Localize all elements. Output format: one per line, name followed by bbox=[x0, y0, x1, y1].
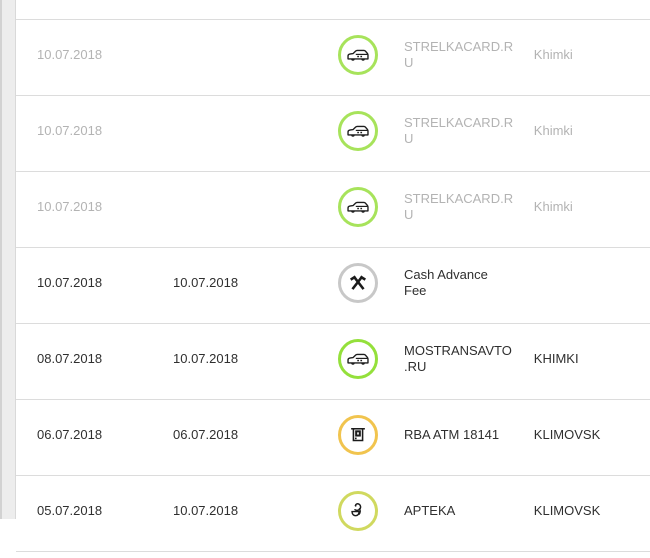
transaction-city: Khimki bbox=[533, 199, 573, 214]
merchant-category-icon bbox=[338, 262, 378, 303]
posting-date: 10.07.2018 bbox=[173, 351, 239, 366]
merchant-category-icon bbox=[338, 414, 378, 455]
transaction-city: Khimki bbox=[533, 123, 573, 138]
transaction-row[interactable]: 10.07.2018 10.07.2018 Cash Advance Fee bbox=[16, 248, 650, 324]
merchant-name: STRELKACARD.RU bbox=[404, 190, 514, 222]
transaction-row[interactable]: 08.07.2018 10.07.2018 MOSTRANSAVTO.RU KH… bbox=[16, 324, 650, 400]
transaction-city: KLIMOVSK bbox=[533, 427, 601, 442]
merchant-category-icon bbox=[338, 490, 378, 531]
previous-row-edge bbox=[16, 0, 650, 20]
transaction-date: 05.07.2018 bbox=[37, 503, 103, 518]
transaction-city: KHIMKI bbox=[533, 351, 579, 366]
transaction-date: 06.07.2018 bbox=[37, 427, 103, 442]
merchant-name: RBA ATM 18141 bbox=[404, 426, 500, 442]
merchant-name: Cash Advance Fee bbox=[404, 266, 488, 298]
atm-icon bbox=[338, 414, 378, 455]
merchant-name: STRELKACARD.RU bbox=[404, 114, 514, 146]
transaction-date: 10.07.2018 bbox=[37, 47, 103, 62]
transaction-city: Khimki bbox=[533, 47, 573, 62]
pharmacy-icon bbox=[338, 490, 378, 531]
transaction-city: KLIMOVSK bbox=[533, 503, 601, 518]
transaction-date: 10.07.2018 bbox=[37, 123, 103, 138]
transaction-date: 10.07.2018 bbox=[37, 275, 103, 290]
transaction-row[interactable]: 10.07.2018 STRELKACARD.RU Khimki bbox=[16, 20, 650, 96]
bus-icon bbox=[338, 186, 378, 227]
merchant-name: APTEKA bbox=[404, 502, 456, 518]
bus-icon bbox=[338, 110, 378, 151]
transaction-row[interactable]: 05.07.2018 10.07.2018 APTEKA KLIMOVSK bbox=[16, 476, 650, 552]
posting-date: 10.07.2018 bbox=[173, 275, 239, 290]
transactions-table: 10.07.2018 STRELKACARD.RU Khimki 10.07.2… bbox=[16, 0, 650, 552]
transaction-row[interactable]: 10.07.2018 STRELKACARD.RU Khimki bbox=[16, 172, 650, 248]
merchant-name: STRELKACARD.RU bbox=[404, 38, 514, 70]
merchant-category-icon bbox=[338, 110, 378, 151]
bank-cross-icon bbox=[338, 262, 378, 303]
transaction-date: 10.07.2018 bbox=[37, 199, 103, 214]
merchant-name: MOSTRANSAVTO.RU bbox=[404, 342, 512, 374]
page-gutter bbox=[0, 0, 16, 519]
transaction-date: 08.07.2018 bbox=[37, 351, 103, 366]
bus-icon bbox=[338, 34, 378, 75]
transaction-row[interactable]: 10.07.2018 STRELKACARD.RU Khimki bbox=[16, 96, 650, 172]
merchant-category-icon bbox=[338, 338, 378, 379]
bus-icon bbox=[338, 338, 378, 379]
transaction-row[interactable]: 06.07.2018 06.07.2018 RBA ATM 18141 KLIM… bbox=[16, 400, 650, 476]
merchant-category-icon bbox=[338, 186, 378, 227]
next-row-edge bbox=[16, 552, 650, 558]
posting-date: 10.07.2018 bbox=[173, 503, 239, 518]
merchant-category-icon bbox=[338, 34, 378, 75]
posting-date: 06.07.2018 bbox=[173, 427, 239, 442]
